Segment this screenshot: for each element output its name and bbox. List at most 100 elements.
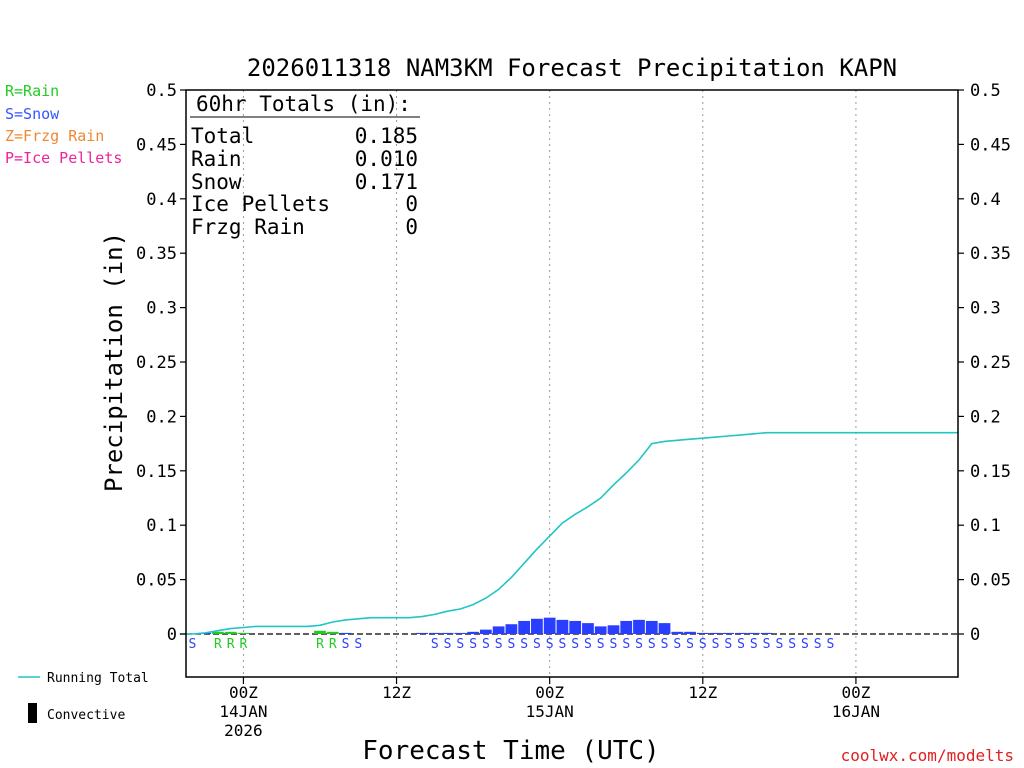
ptype-h8: S	[342, 637, 350, 652]
ptype-h37: S	[712, 637, 720, 652]
totals-ice-pellets-value: 0	[405, 192, 418, 216]
y-tick-label-right-10: 0.5	[970, 81, 1001, 101]
ptype-h40: S	[750, 637, 758, 652]
ptype-h20: S	[495, 637, 503, 652]
ptype-h30: S	[622, 637, 630, 652]
ptype-h-2: R	[214, 637, 222, 652]
ptype-h36: S	[699, 637, 707, 652]
running-total-legend-label: Running Total	[47, 671, 149, 686]
ptype-h16: S	[444, 637, 452, 652]
y-tick-label-left-1: 0.05	[136, 571, 177, 591]
y-tick-label-left-10: 0.5	[146, 81, 177, 101]
bar-h-1	[224, 631, 237, 634]
totals-snow-label: Snow	[191, 170, 242, 194]
ptype-h9: S	[354, 637, 362, 652]
y-tick-label-left-5: 0.25	[136, 353, 177, 373]
ptype-h22: S	[520, 637, 528, 652]
ptype-h28: S	[597, 637, 605, 652]
ptype-h-1: R	[227, 637, 235, 652]
totals-heading: 60hr Totals (in):	[196, 92, 411, 116]
totals-frzg-rain-value: 0	[405, 215, 418, 239]
ptype-h26: S	[571, 637, 579, 652]
convective-swatch	[28, 703, 37, 723]
bar-h15	[428, 632, 441, 634]
ptype-h19: S	[482, 637, 490, 652]
y-tick-label-left-3: 0.15	[136, 462, 177, 482]
totals-frzg-rain-label: Frzg Rain	[191, 215, 305, 239]
bar-h23	[531, 618, 543, 634]
hourly-bars	[199, 617, 773, 634]
ptype-h33: S	[661, 637, 669, 652]
totals-ice-pellets-label: Ice Pellets	[191, 192, 330, 216]
bar-h18	[467, 631, 479, 634]
bar-h41	[760, 632, 773, 634]
legend-snow: S=Snow	[5, 105, 60, 123]
bar-h24	[543, 617, 556, 634]
ptype-h23: S	[533, 637, 541, 652]
y-tick-label-left-9: 0.45	[136, 135, 177, 155]
ptype-h34: S	[673, 637, 681, 652]
bar-h7	[326, 631, 339, 634]
bar-h32	[645, 620, 658, 634]
ptype-h32: S	[648, 637, 656, 652]
legend-frzg-rain: Z=Frzg Rain	[5, 127, 104, 145]
vertical-gridlines	[242, 90, 857, 677]
x-tick-label-1-0: 12Z	[382, 683, 411, 702]
chart-title: 2026011318 NAM3KM Forecast Precipitation…	[247, 54, 897, 82]
ptype-legend: R=Rain S=Snow Z=Frzg Rain P=Ice Pellets	[5, 82, 122, 167]
bar-h6	[314, 630, 326, 634]
ptype-h46: S	[826, 637, 834, 652]
bar-h25	[556, 619, 569, 634]
running-total-line	[179, 431, 958, 635]
y-tick-label-left-7: 0.35	[136, 244, 177, 264]
y-tick-label-left-2: 0.1	[146, 516, 177, 536]
bar-h27	[582, 623, 594, 634]
bar-h26	[569, 620, 582, 634]
ptype-h7: R	[329, 637, 337, 652]
y-axis-label: Precipitation (in)	[100, 232, 128, 492]
convective-legend-label: Convective	[47, 708, 125, 723]
y-tick-label-right-5: 0.25	[970, 353, 1011, 373]
bar-h30	[620, 620, 633, 634]
ptype-h6: R	[316, 637, 324, 652]
bar-h36	[696, 632, 709, 634]
y-tick-label-right-4: 0.2	[970, 407, 1001, 427]
ptype-h41: S	[763, 637, 771, 652]
x-tick-label-4-0: 00Z	[841, 683, 870, 702]
bar-h0	[237, 632, 250, 634]
bar-h31	[633, 619, 645, 634]
bar-h8	[339, 632, 352, 634]
y-tick-label-right-3: 0.15	[970, 462, 1011, 482]
x-tick-label-0-2: 2026	[224, 721, 263, 740]
series-legend: Running Total Convective	[18, 671, 149, 723]
bar-h17	[454, 632, 467, 634]
bar-h29	[607, 625, 620, 634]
x-tick-label-0-1: 14JAN	[219, 702, 267, 721]
ptype-h15: S	[431, 637, 439, 652]
ptype-h21: S	[507, 637, 515, 652]
ptype-h17: S	[456, 637, 464, 652]
y-tick-label-left-0: 0	[167, 625, 177, 645]
y-tick-label-left-8: 0.4	[146, 190, 177, 210]
bar-h22	[518, 620, 531, 634]
ptype-h25: S	[559, 637, 567, 652]
x-axis-label: Forecast Time (UTC)	[362, 736, 659, 766]
totals-box: 60hr Totals (in): Total 0.185 Rain 0.010…	[190, 92, 420, 239]
y-tick-label-left-6: 0.3	[146, 299, 177, 319]
bar-h39	[735, 632, 747, 634]
y-tick-label-right-0: 0	[970, 625, 980, 645]
credit-text: coolwx.com/modelts	[841, 746, 1014, 765]
bar-h28	[594, 626, 607, 634]
totals-total-value: 0.185	[355, 124, 418, 148]
totals-rain-label: Rain	[191, 147, 242, 171]
legend-rain: R=Rain	[5, 82, 59, 100]
ptype-h29: S	[610, 637, 618, 652]
ptype-h24: S	[546, 637, 554, 652]
ptype-h45: S	[814, 637, 822, 652]
bar-h40	[747, 632, 760, 634]
ptype-h44: S	[801, 637, 809, 652]
ptype-h-4: S	[188, 637, 196, 652]
x-tick-label-4-1: 16JAN	[832, 702, 880, 721]
bar-h19	[479, 629, 492, 634]
